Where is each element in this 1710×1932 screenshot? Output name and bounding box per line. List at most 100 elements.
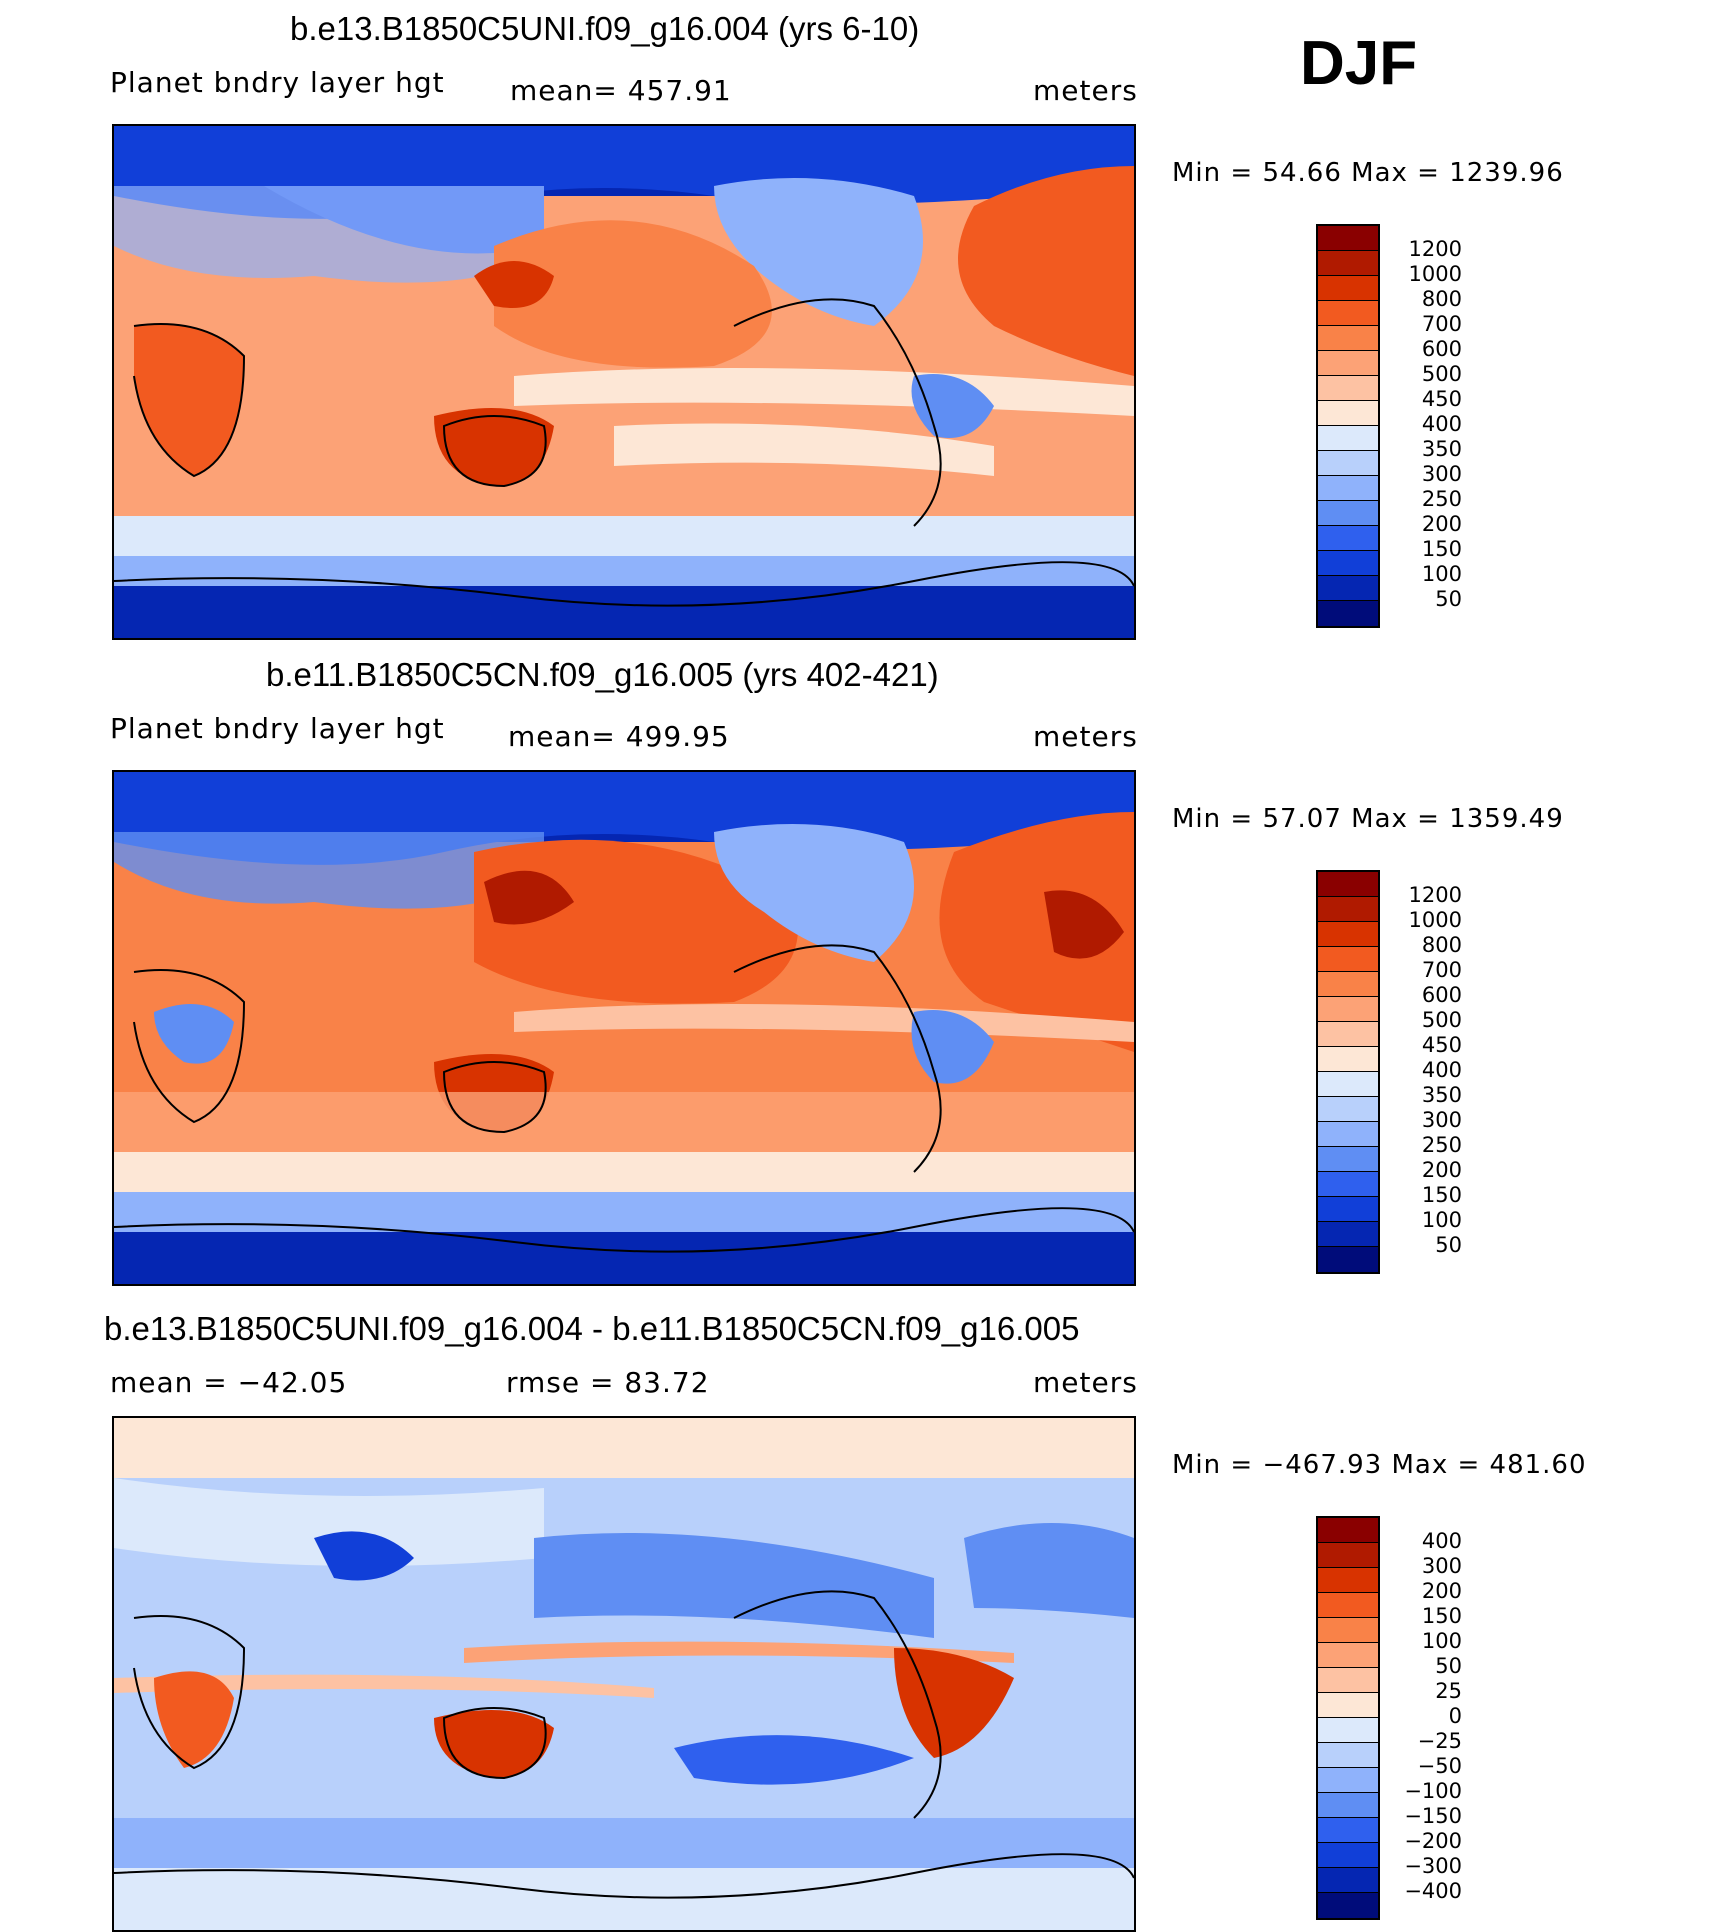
colorbar-swatch (1318, 1543, 1378, 1568)
colorbar-swatch (1318, 326, 1378, 351)
colorbar-label: 350 (1421, 1083, 1462, 1107)
colorbar-swatch (1318, 872, 1378, 897)
colorbar-swatch (1318, 897, 1378, 922)
panel-2-colorbar (1316, 870, 1380, 1274)
colorbar-swatch (1318, 426, 1378, 451)
panel-1-colorbar (1316, 224, 1380, 628)
panel-2-map (112, 770, 1136, 1286)
colorbar-swatch (1318, 301, 1378, 326)
colorbar-label: 700 (1421, 958, 1462, 982)
panel-3-colorbar (1316, 1516, 1380, 1920)
colorbar-label: 450 (1421, 1033, 1462, 1057)
panel-3-mean-label: mean = −42.05 (110, 1366, 348, 1399)
colorbar-label: 200 (1421, 1158, 1462, 1182)
colorbar-label: −100 (1404, 1779, 1462, 1803)
colorbar-label: −300 (1404, 1854, 1462, 1878)
panel-1-map (112, 124, 1136, 640)
colorbar-swatch (1318, 1818, 1378, 1843)
colorbar-swatch (1318, 1147, 1378, 1172)
colorbar-swatch (1318, 1718, 1378, 1743)
colorbar-swatch (1318, 1568, 1378, 1593)
colorbar-label: 1200 (1408, 237, 1462, 261)
colorbar-label: 800 (1421, 287, 1462, 311)
colorbar-label: −400 (1404, 1879, 1462, 1903)
colorbar-swatch (1318, 1122, 1378, 1147)
colorbar-label: −25 (1417, 1729, 1462, 1753)
panel-2-variable-label: Planet bndry layer hgt (110, 712, 445, 745)
season-label: DJF (1300, 29, 1418, 98)
colorbar-swatch (1318, 401, 1378, 426)
colorbar-label: 600 (1421, 337, 1462, 361)
colorbar-swatch (1318, 251, 1378, 276)
colorbar-swatch (1318, 1222, 1378, 1247)
colorbar-label: −200 (1404, 1829, 1462, 1853)
colorbar-swatch (1318, 576, 1378, 601)
panel-3-units-label: meters (1033, 1366, 1138, 1399)
colorbar-label: 600 (1421, 983, 1462, 1007)
colorbar-swatch (1318, 1518, 1378, 1543)
colorbar-label: −150 (1404, 1804, 1462, 1828)
colorbar-label: 100 (1421, 1629, 1462, 1653)
colorbar-label: 1200 (1408, 883, 1462, 907)
colorbar-label: 0 (1448, 1704, 1462, 1728)
colorbar-label: 50 (1435, 1233, 1462, 1257)
colorbar-label: 250 (1421, 487, 1462, 511)
panel-1-minmax: Min = 54.66 Max = 1239.96 (1172, 158, 1564, 188)
colorbar-swatch (1318, 972, 1378, 997)
panel-1-units-label: meters (1033, 74, 1138, 107)
colorbar-swatch (1318, 947, 1378, 972)
colorbar-swatch (1318, 376, 1378, 401)
colorbar-label: 200 (1421, 1579, 1462, 1603)
colorbar-swatch (1318, 1843, 1378, 1868)
colorbar-label: 200 (1421, 512, 1462, 536)
colorbar-swatch (1318, 1072, 1378, 1097)
panel-3-map-field (114, 1418, 1134, 1930)
panel-1-mean-label: mean= 457.91 (510, 74, 732, 107)
panel-1-title: b.e13.B1850C5UNI.f09_g16.004 (yrs 6-10) (290, 10, 920, 47)
panel-1-map-field (114, 126, 1134, 638)
colorbar-swatch (1318, 1693, 1378, 1718)
panel-2-minmax: Min = 57.07 Max = 1359.49 (1172, 804, 1564, 834)
colorbar-label: 400 (1421, 412, 1462, 436)
colorbar-swatch (1318, 1593, 1378, 1618)
colorbar-swatch (1318, 1022, 1378, 1047)
colorbar-label: −50 (1417, 1754, 1462, 1778)
colorbar-swatch (1318, 1793, 1378, 1818)
colorbar-swatch (1318, 1643, 1378, 1668)
colorbar-label: 500 (1421, 362, 1462, 386)
colorbar-label: 1000 (1408, 262, 1462, 286)
colorbar-label: 400 (1421, 1058, 1462, 1082)
colorbar-label: 300 (1421, 1108, 1462, 1132)
panel-2-units-label: meters (1033, 720, 1138, 753)
colorbar-swatch (1318, 351, 1378, 376)
colorbar-label: 700 (1421, 312, 1462, 336)
colorbar-label: 150 (1421, 537, 1462, 561)
colorbar-label: 50 (1435, 587, 1462, 611)
panel-2-mean-label: mean= 499.95 (508, 720, 730, 753)
panel-3-map (112, 1416, 1136, 1932)
colorbar-label: 25 (1435, 1679, 1462, 1703)
colorbar-swatch (1318, 1893, 1378, 1918)
colorbar-swatch (1318, 451, 1378, 476)
colorbar-swatch (1318, 922, 1378, 947)
panel-3-minmax: Min = −467.93 Max = 481.60 (1172, 1450, 1587, 1480)
colorbar-label: 800 (1421, 933, 1462, 957)
colorbar-swatch (1318, 601, 1378, 626)
colorbar-label: 1000 (1408, 908, 1462, 932)
colorbar-label: 400 (1421, 1529, 1462, 1553)
panel-3-rmse-label: rmse = 83.72 (506, 1366, 710, 1399)
colorbar-swatch (1318, 1618, 1378, 1643)
colorbar-swatch (1318, 1768, 1378, 1793)
colorbar-label: 150 (1421, 1604, 1462, 1628)
panel-1-variable-label: Planet bndry layer hgt (110, 66, 445, 99)
colorbar-swatch (1318, 1047, 1378, 1072)
colorbar-label: 500 (1421, 1008, 1462, 1032)
panel-2-map-field (114, 772, 1134, 1284)
colorbar-swatch (1318, 1197, 1378, 1222)
colorbar-swatch (1318, 1172, 1378, 1197)
colorbar-label: 300 (1421, 462, 1462, 486)
colorbar-swatch (1318, 501, 1378, 526)
colorbar-label: 100 (1421, 1208, 1462, 1232)
panel-2-title: b.e11.B1850C5CN.f09_g16.005 (yrs 402-421… (266, 656, 939, 693)
colorbar-swatch (1318, 1668, 1378, 1693)
